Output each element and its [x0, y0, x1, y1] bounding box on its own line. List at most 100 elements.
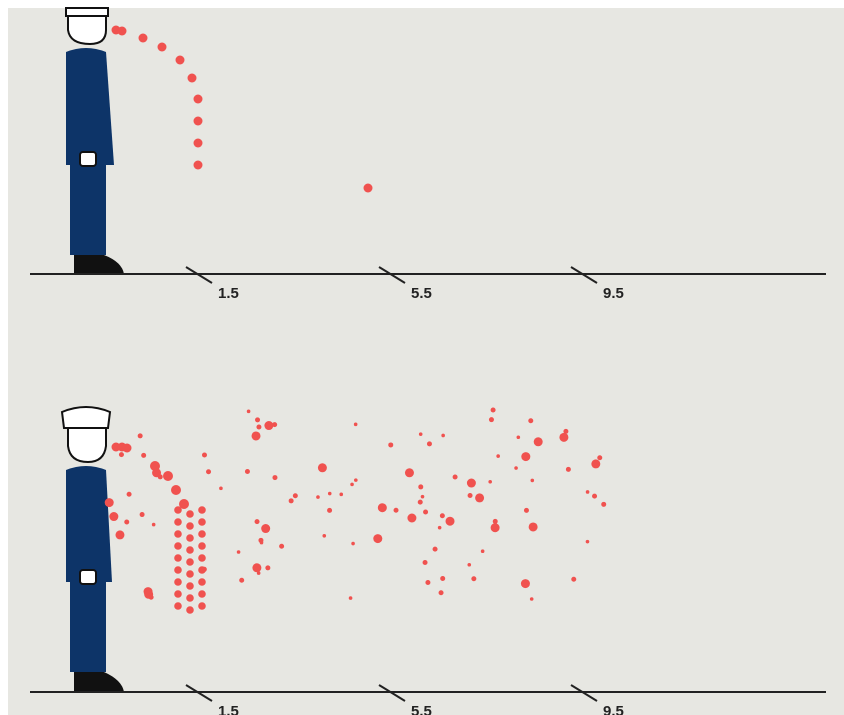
droplet [104, 498, 114, 508]
distance-tick [185, 266, 213, 284]
droplet [186, 546, 194, 554]
droplet [255, 417, 261, 423]
droplet [407, 513, 417, 523]
droplet [417, 499, 423, 505]
droplet [597, 455, 603, 461]
droplet [426, 441, 432, 447]
droplet [528, 522, 538, 532]
droplet [432, 546, 438, 552]
droplet [137, 433, 143, 439]
droplet [601, 501, 607, 507]
droplet [373, 534, 383, 544]
droplet [530, 478, 535, 483]
droplet [187, 73, 197, 83]
droplet [440, 576, 446, 582]
distance-tick [378, 266, 406, 284]
droplet [521, 452, 531, 462]
distance-label: 1.5 [218, 703, 239, 715]
droplet [516, 435, 521, 440]
droplet [514, 466, 518, 470]
droplet [292, 493, 298, 499]
droplet [529, 597, 534, 601]
droplet [272, 475, 278, 481]
distance-label: 1.5 [218, 285, 239, 302]
droplet [239, 577, 245, 583]
droplet [492, 518, 498, 524]
droplet [244, 468, 250, 474]
droplet [488, 417, 494, 423]
droplet [418, 432, 423, 436]
droplet [533, 437, 543, 447]
droplet [141, 452, 147, 458]
droplet [348, 596, 353, 600]
droplet [126, 491, 132, 497]
droplet [585, 539, 590, 544]
droplet [288, 498, 294, 504]
droplet [201, 566, 207, 572]
droplet [422, 559, 428, 565]
droplet [327, 491, 332, 496]
droplet [174, 602, 182, 610]
droplet [198, 530, 206, 538]
droplet [259, 540, 264, 545]
droplet [174, 578, 182, 586]
droplet [438, 590, 444, 596]
droplet [592, 493, 598, 499]
droplet [559, 432, 569, 442]
droplet [423, 509, 429, 515]
droplet [179, 499, 189, 509]
droplet [193, 94, 203, 104]
droplet [467, 562, 472, 567]
droplet [425, 579, 431, 585]
droplet [272, 422, 278, 428]
distance-label: 9.5 [603, 285, 624, 302]
droplet [186, 606, 194, 614]
droplet [174, 566, 182, 574]
droplet [174, 518, 182, 526]
droplet [198, 542, 206, 550]
droplet [148, 594, 154, 600]
droplet [157, 474, 163, 480]
droplet [115, 530, 125, 540]
droplet [471, 576, 477, 582]
distance-label: 5.5 [411, 285, 432, 302]
droplet [198, 554, 206, 562]
droplet [418, 484, 424, 490]
droplet [186, 522, 194, 530]
droplet [351, 541, 355, 546]
droplet [565, 466, 571, 472]
droplet [206, 469, 212, 475]
droplet [445, 516, 455, 526]
distance-label: 9.5 [603, 703, 624, 715]
droplet [174, 542, 182, 550]
droplet [174, 530, 182, 538]
droplet [437, 525, 442, 530]
droplet [174, 590, 182, 598]
droplet [393, 507, 399, 513]
droplet [490, 407, 496, 413]
droplet [488, 479, 492, 484]
droplet [339, 492, 344, 497]
droplet [193, 116, 203, 126]
droplet [254, 519, 260, 525]
droplet [316, 495, 320, 499]
droplet [174, 554, 182, 562]
droplet [523, 507, 529, 513]
droplet [354, 478, 358, 482]
droplet [163, 471, 173, 481]
droplet [186, 534, 194, 542]
droplet [363, 183, 373, 193]
droplet [198, 506, 206, 514]
droplet [441, 433, 445, 438]
droplet [261, 524, 271, 534]
droplet [246, 409, 251, 414]
droplet [198, 518, 206, 526]
droplet [256, 424, 262, 430]
droplet [350, 482, 354, 487]
droplet [466, 478, 476, 488]
droplet [186, 510, 194, 518]
droplet [186, 594, 194, 602]
distance-tick [185, 684, 213, 702]
droplet [591, 459, 601, 469]
